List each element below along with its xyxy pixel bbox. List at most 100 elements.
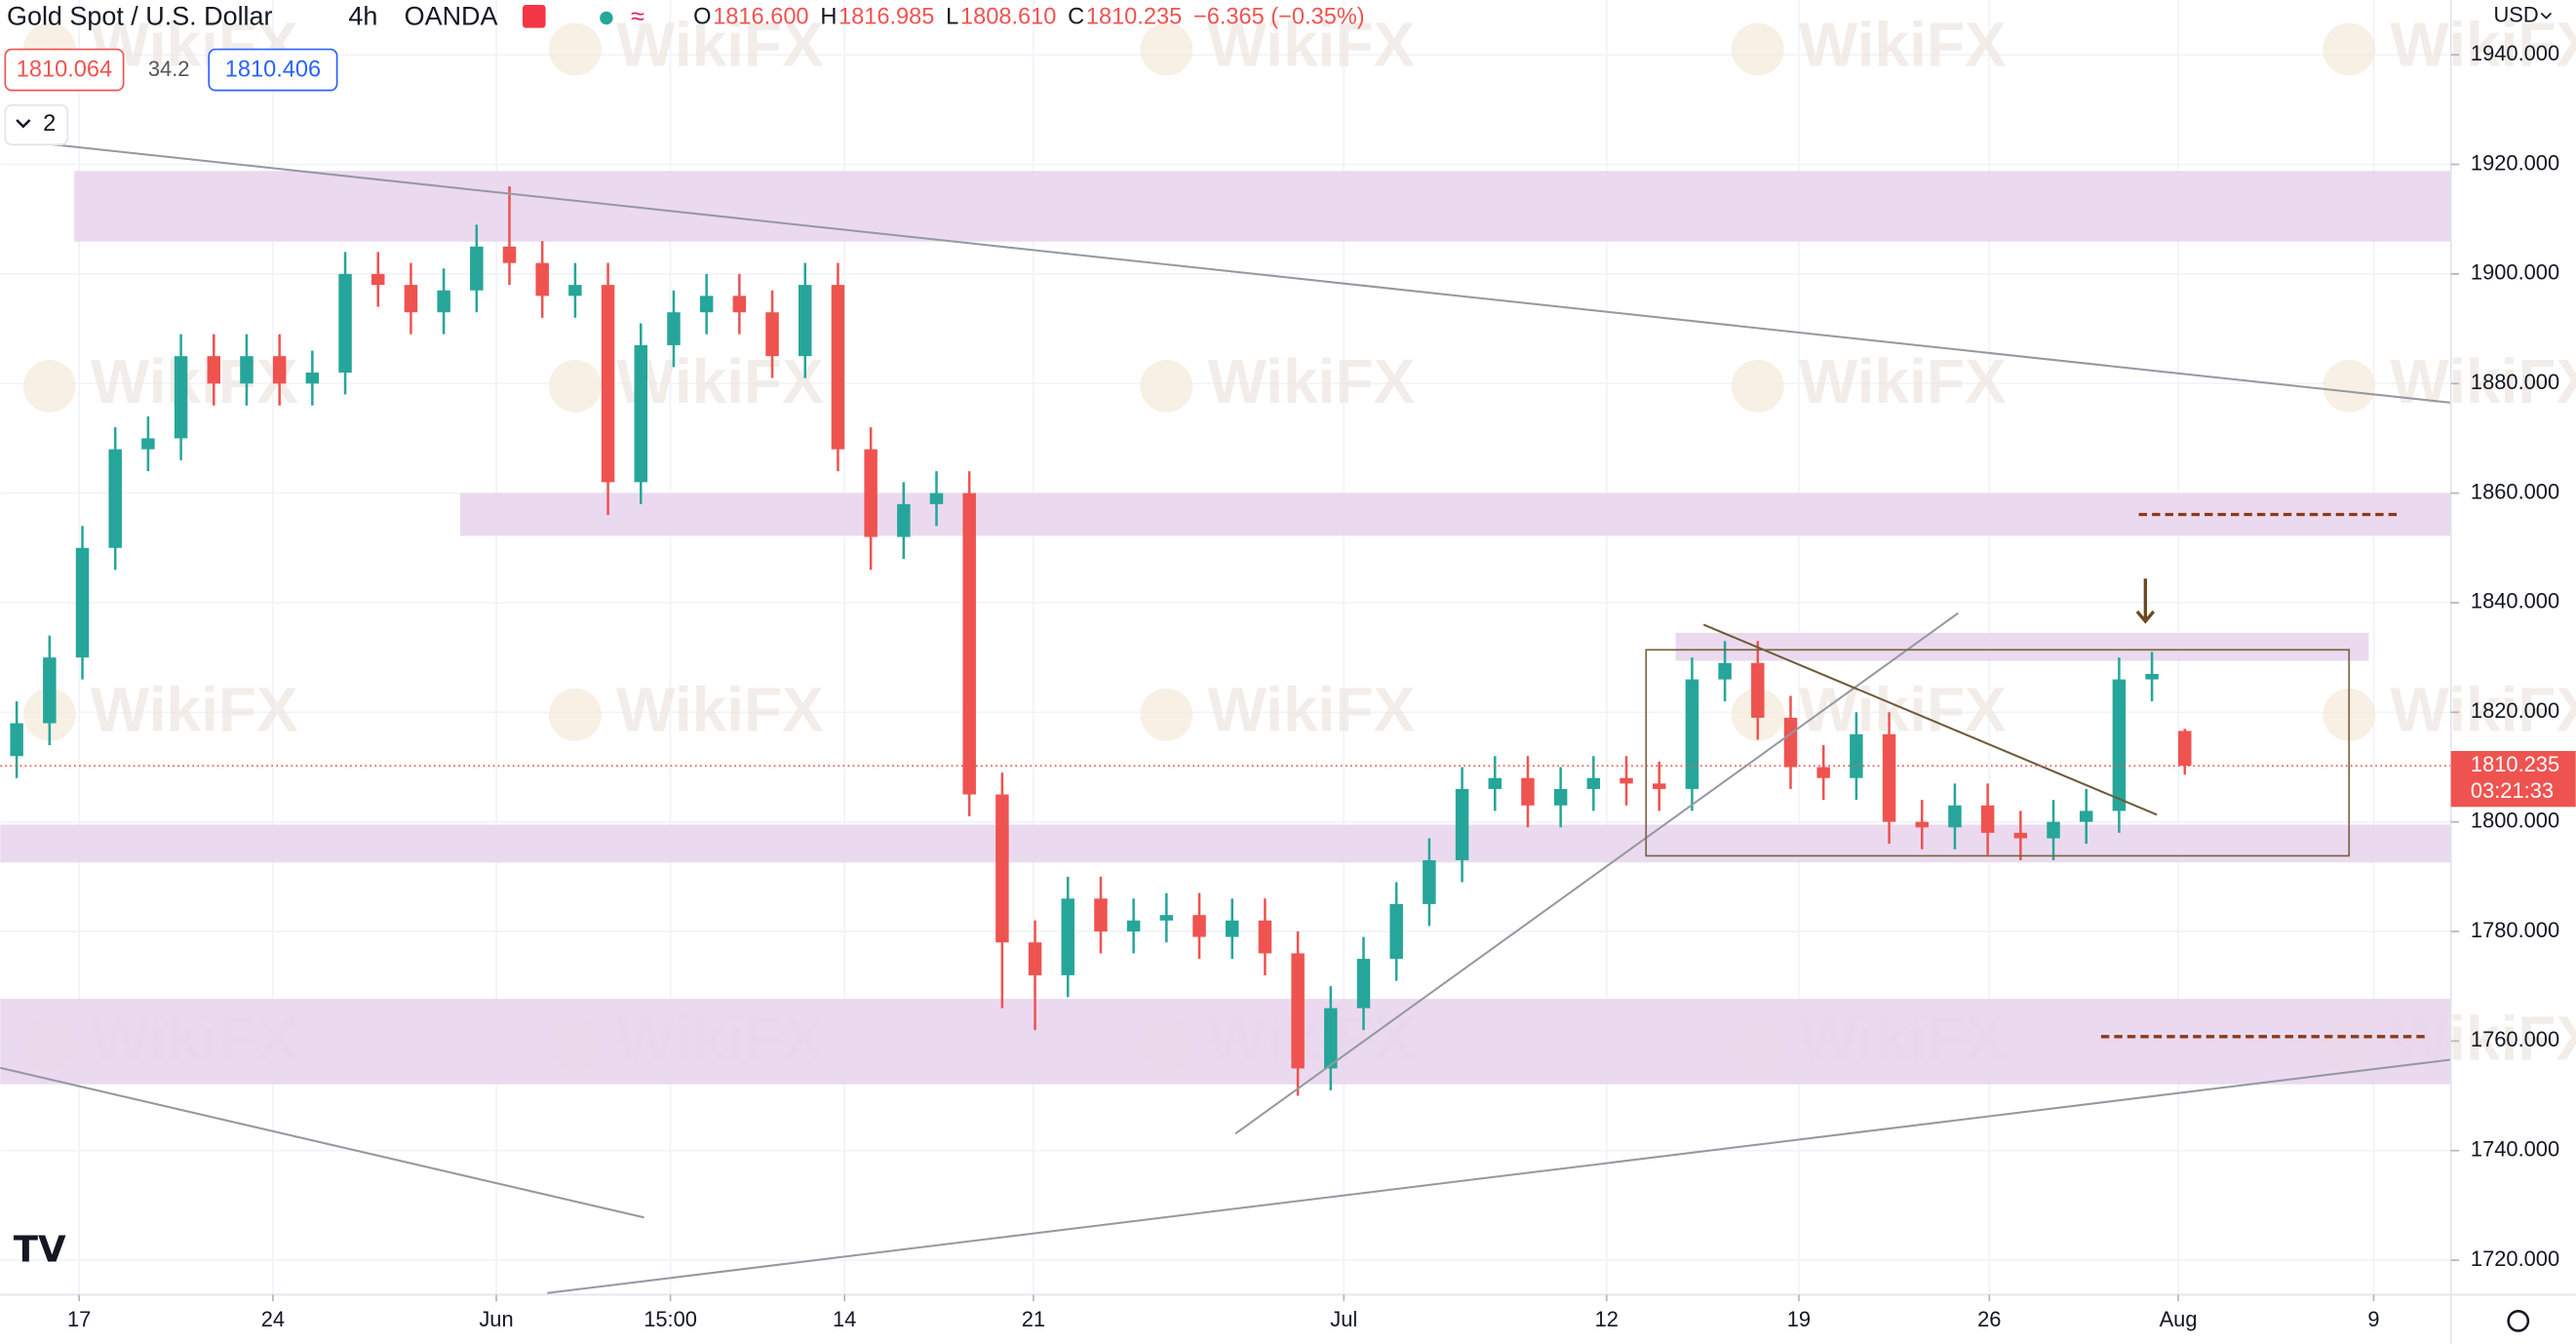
- trend-line: [0, 1066, 644, 1219]
- x-tick-label: 12: [1595, 1307, 1619, 1331]
- bid-box[interactable]: [4, 48, 125, 92]
- x-tick-label: 19: [1787, 1307, 1811, 1331]
- candle-body: [2112, 679, 2127, 811]
- ohlc-icon: ≈: [631, 3, 644, 30]
- candle-body: [141, 438, 155, 450]
- watermark: WikiFX: [1799, 346, 2007, 416]
- candle-body: [1586, 777, 1601, 789]
- status-dot: [600, 11, 613, 25]
- x-tick-label: 24: [261, 1307, 285, 1331]
- candle-body: [667, 312, 681, 345]
- ohlc-label: O: [693, 4, 711, 29]
- ohlc-value: 1816.600: [713, 4, 808, 29]
- interval[interactable]: 4h: [348, 2, 377, 31]
- ask[interactable]: 1810.406: [225, 57, 321, 82]
- candle-body: [1553, 788, 1568, 806]
- flag-icon[interactable]: [522, 5, 546, 28]
- candle-body: [2047, 821, 2060, 839]
- watermark-logo: [1731, 359, 1784, 413]
- settings-icon[interactable]: [2507, 1310, 2530, 1332]
- watermark: WikiFX: [91, 675, 298, 745]
- candle-body: [1291, 953, 1305, 1069]
- x-tick-label: 15:00: [644, 1307, 697, 1331]
- ohlc-label: L: [946, 4, 958, 29]
- currency[interactable]: USD: [2493, 3, 2538, 27]
- candle-body: [10, 723, 23, 757]
- zone: [0, 999, 2451, 1085]
- candle-body: [1126, 920, 1141, 932]
- watermark-logo: [548, 359, 602, 413]
- y-tick-label: 1740.000: [2471, 1136, 2559, 1161]
- candle-body: [338, 273, 352, 374]
- watermark: WikiFX: [616, 675, 824, 745]
- candle-body: [2013, 832, 2028, 839]
- watermark-logo: [548, 688, 602, 741]
- candle-body: [699, 296, 714, 313]
- candle-body: [1389, 903, 1403, 960]
- watermark-logo: [1140, 22, 1193, 76]
- ohlc-label: C: [1068, 4, 1084, 29]
- arrow-head: [2135, 610, 2156, 624]
- candle-body: [371, 273, 385, 286]
- candle-body: [765, 312, 779, 357]
- candle-body: [1948, 805, 1962, 828]
- candle-body: [1423, 859, 1436, 904]
- candle-body: [1455, 788, 1469, 860]
- candle-body: [240, 356, 254, 384]
- currency-chevron: [2540, 12, 2553, 20]
- watermark: WikiFX: [1207, 9, 1415, 79]
- zones: [0, 171, 2451, 1085]
- candle-body: [305, 373, 320, 384]
- candle-body: [634, 344, 648, 483]
- candle-body: [2178, 731, 2192, 767]
- candle-body: [108, 449, 122, 548]
- ohlc-value: 1810.235: [1086, 4, 1182, 29]
- logo[interactable]: 𝗧𝗩: [14, 1228, 66, 1269]
- change: −6.365 (−0.35%): [1193, 4, 1365, 29]
- zone: [74, 171, 2451, 242]
- last-price-box: [2450, 750, 2576, 808]
- candle-body: [601, 285, 615, 483]
- candle-body: [1620, 777, 1633, 784]
- candle-body: [1882, 733, 1896, 822]
- watermark-logo: [1140, 359, 1193, 413]
- ohlc-value: 1808.610: [960, 4, 1056, 29]
- watermark-logo: [548, 22, 602, 76]
- zone: [0, 824, 2451, 863]
- y-tick-label: 1940.000: [2471, 41, 2559, 65]
- y-tick-label: 1760.000: [2471, 1027, 2559, 1051]
- candle-body: [1258, 920, 1272, 954]
- chevron-icon: [16, 119, 31, 129]
- bid[interactable]: 1810.064: [17, 57, 112, 82]
- candle-body: [1850, 733, 1863, 778]
- y-tick-label: 1920.000: [2471, 150, 2559, 175]
- source: OANDA: [405, 2, 498, 31]
- candle-body: [2079, 810, 2093, 822]
- candle-body: [1915, 821, 1929, 828]
- candle-body: [798, 285, 812, 357]
- x-tick-label: 14: [833, 1307, 856, 1331]
- candle-body: [272, 356, 287, 384]
- trend-line: [8, 138, 2451, 404]
- indicator-toggle[interactable]: [4, 103, 69, 146]
- candle-body: [1685, 679, 1699, 789]
- y-tick-label: 1840.000: [2471, 589, 2559, 613]
- ask-box[interactable]: [208, 48, 338, 92]
- watermark-logo: [2322, 359, 2376, 413]
- y-tick-label: 1880.000: [2471, 370, 2559, 394]
- symbol-title: Gold Spot / U.S. Dollar: [7, 2, 273, 31]
- candle-body: [1980, 805, 1995, 833]
- candles: [10, 186, 2192, 1096]
- watermark-logo: [22, 359, 76, 413]
- candle-body: [1356, 959, 1371, 1008]
- trend-line: [547, 1058, 2451, 1294]
- watermark: WikiFX: [1207, 346, 1415, 416]
- axes: 1720.000 1740.000 1760.000 1780.000 1800.000…: [67, 41, 2576, 1331]
- watermark-logo: [1140, 688, 1193, 741]
- zone: [459, 493, 2451, 536]
- watermark: WikiFX: [2390, 346, 2576, 416]
- indicators-count[interactable]: 2: [43, 110, 56, 136]
- drawings: [0, 138, 2451, 1294]
- candle-body: [535, 262, 549, 296]
- y-tick-label: 1780.000: [2471, 918, 2559, 942]
